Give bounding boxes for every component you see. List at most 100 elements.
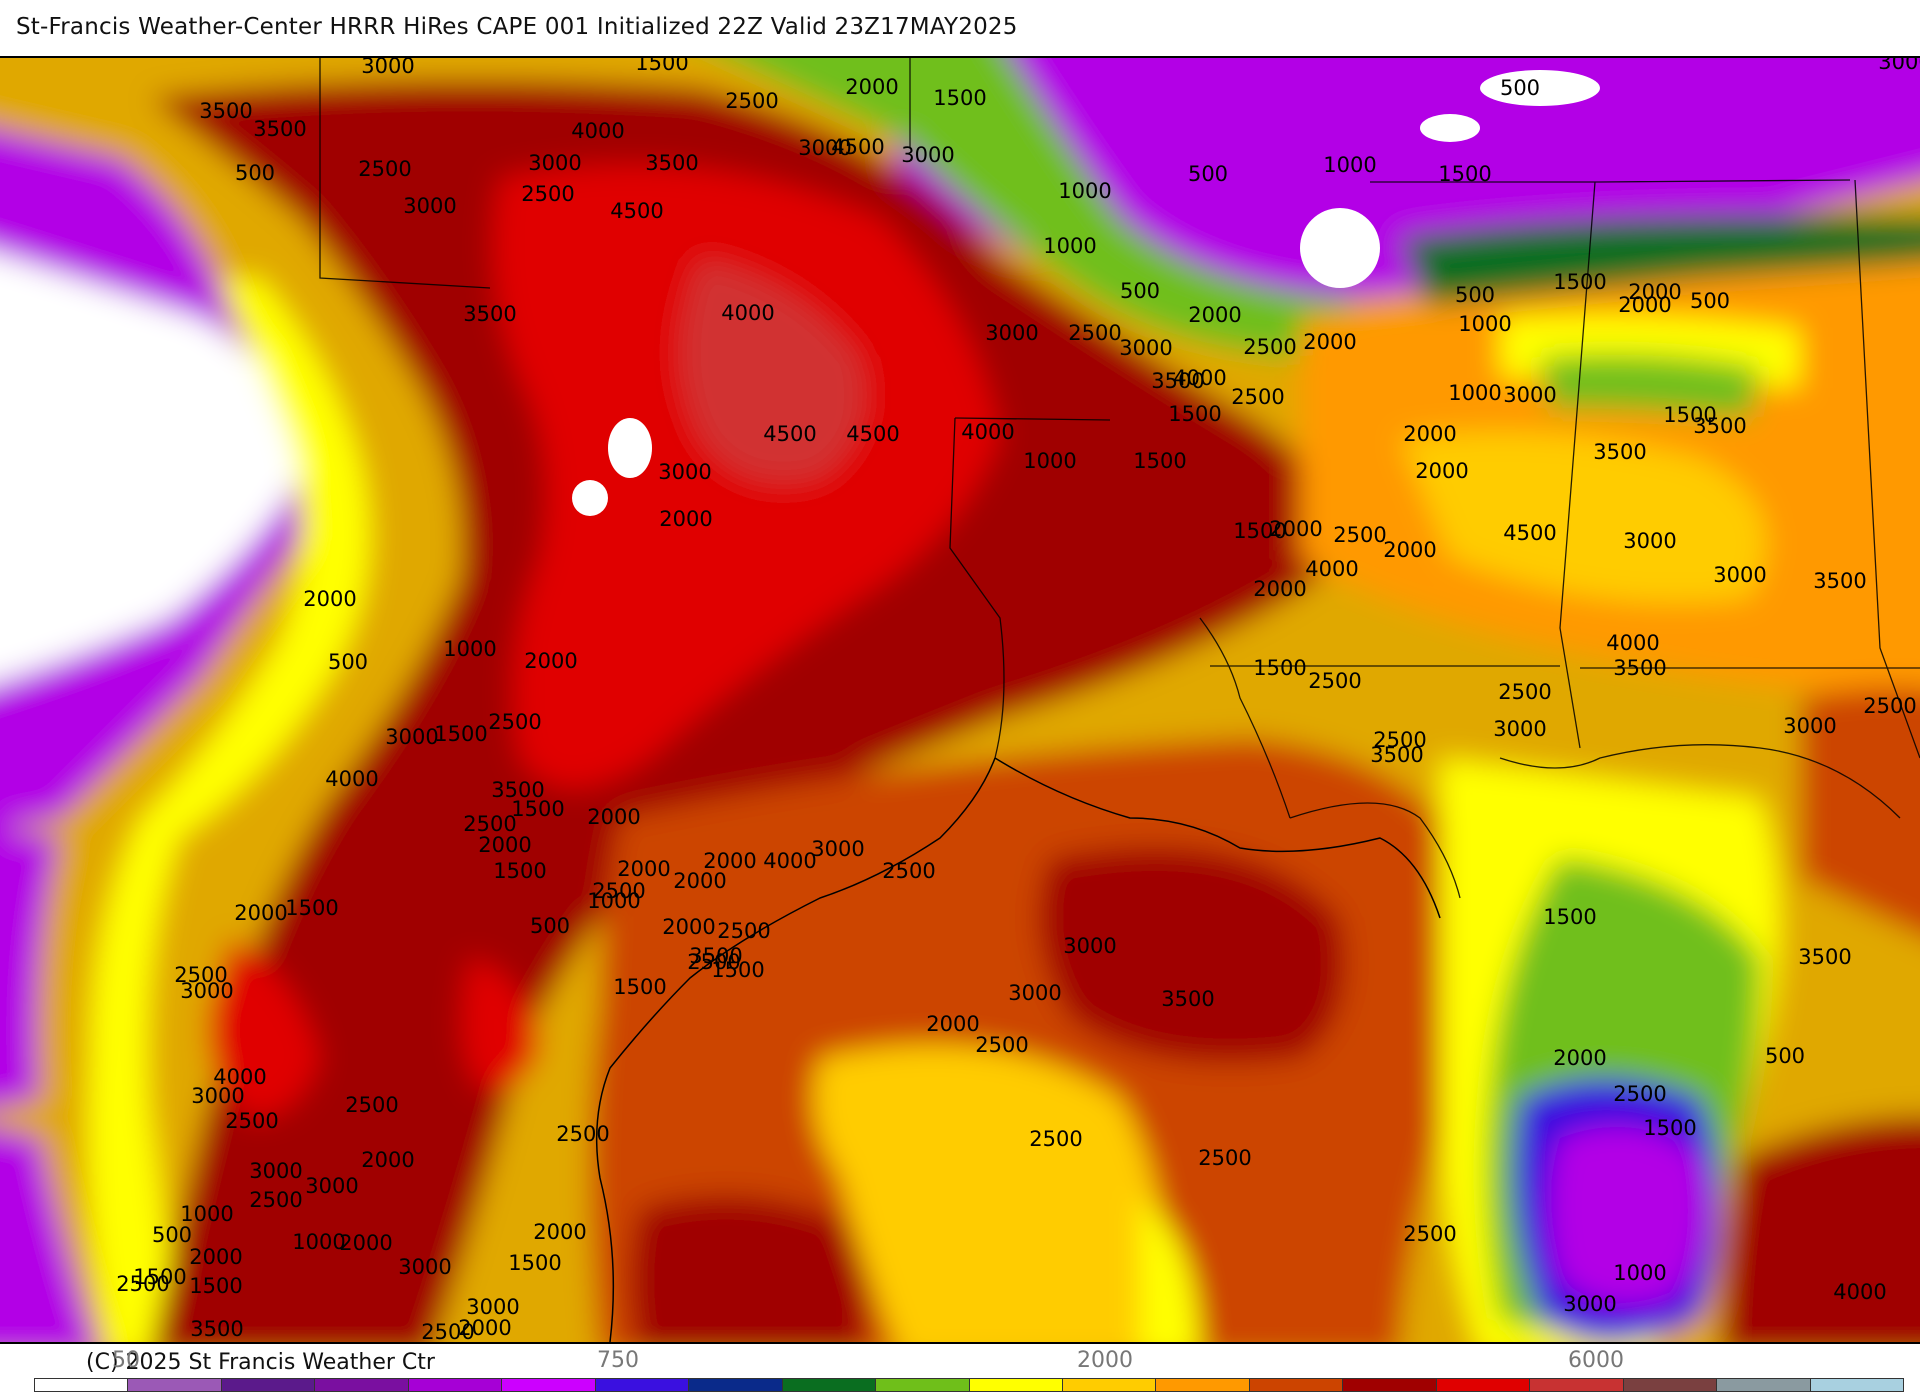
contour-label: 1500 [933, 86, 986, 110]
contour-label: 2500 [1498, 680, 1551, 704]
contour-label: 2000 [662, 915, 715, 939]
contour-label: 4000 [763, 849, 816, 873]
contour-label: 2000 [926, 1012, 979, 1036]
contour-label: 2500 [1198, 1146, 1251, 1170]
contour-label: 3000 [798, 136, 851, 160]
contour-label: 2000 [1628, 280, 1681, 304]
contour-label: 4000 [325, 767, 378, 791]
contour-label: 4000 [961, 420, 1014, 444]
contour-label: 3500 [1613, 656, 1666, 680]
contour-label: 1000 [1023, 449, 1076, 473]
contour-label: 1500 [1643, 1116, 1696, 1140]
contour-label: 4500 [610, 199, 663, 223]
contour-label: 2000 [339, 1231, 392, 1255]
contour-label: 1500 [1543, 905, 1596, 929]
colorbar-swatch [876, 1379, 970, 1391]
contour-label: 3500 [1151, 369, 1204, 393]
contour-label: 3000 [1563, 1292, 1616, 1316]
contour-label: 3000 [305, 1174, 358, 1198]
contour-label: 4500 [1503, 521, 1556, 545]
contour-label: 1500 [711, 958, 764, 982]
contour-label: 3000 [1063, 934, 1116, 958]
contour-labels: 3000150050035002500200015005003000350040… [116, 58, 1920, 1342]
colorbar-swatch [35, 1379, 129, 1391]
contour-label: 4000 [721, 301, 774, 325]
contour-label: 500 [152, 1223, 192, 1247]
contour-label: 1500 [285, 896, 338, 920]
contour-label: 1500 [133, 1265, 186, 1289]
contour-label: 2000 [1269, 517, 1322, 541]
contour-label: 2500 [592, 879, 645, 903]
contour-label: 3500 [1813, 569, 1866, 593]
contour-label: 500 [235, 161, 275, 185]
colorbar-swatch [1810, 1379, 1904, 1391]
contour-label: 2000 [1415, 459, 1468, 483]
contour-label: 2000 [478, 833, 531, 857]
contour-label: 2500 [225, 1109, 278, 1133]
contour-label: 2500 [463, 812, 516, 836]
contour-label: 3000 [985, 321, 1038, 345]
colorbar-swatch [315, 1379, 409, 1391]
contour-label: 3000 [1878, 58, 1920, 74]
contour-label: 2500 [1403, 1222, 1456, 1246]
colorbar-swatch [1062, 1379, 1157, 1391]
contour-label: 2500 [488, 710, 541, 734]
contour-label: 3000 [1623, 529, 1676, 553]
contour-label: 3000 [403, 194, 456, 218]
contour-label: 1500 [1663, 403, 1716, 427]
contour-label: 3000 [1783, 714, 1836, 738]
contour-label: 1500 [1133, 449, 1186, 473]
contour-label: 3500 [491, 778, 544, 802]
contour-label: 4000 [213, 1065, 266, 1089]
contour-label: 1000 [1058, 179, 1111, 203]
contour-label: 2500 [687, 950, 740, 974]
contour-label: 1500 [635, 58, 688, 75]
contour-label: 1000 [587, 889, 640, 913]
contour-label: 2500 [1231, 385, 1284, 409]
contour-label: 4000 [1305, 557, 1358, 581]
contour-label: 1000 [1323, 153, 1376, 177]
contour-label: 2000 [524, 649, 577, 673]
contour-label: 500 [1188, 162, 1228, 186]
contour-label: 3500 [689, 944, 742, 968]
contour-label: 3000 [385, 725, 438, 749]
contour-label: 1500 [493, 859, 546, 883]
footer: (C) 2025 St Francis Weather Ctr 50 750 2… [0, 1344, 1920, 1400]
cape-map-svg: 3000150050035002500200015005003000350040… [0, 58, 1920, 1342]
colorbar-tick-2000: 2000 [1077, 1348, 1133, 1373]
colorbar-swatch [128, 1379, 222, 1391]
contour-label: 2000 [303, 587, 356, 611]
colorbar-swatch [595, 1379, 690, 1391]
contour-label: 3000 [398, 1255, 451, 1279]
contour-label: 2500 [1333, 523, 1386, 547]
contour-label: 2500 [1373, 728, 1426, 752]
contour-label: 3000 [1493, 717, 1546, 741]
contour-label: 2000 [1303, 330, 1356, 354]
contour-label: 2500 [174, 963, 227, 987]
contour-label: 1000 [292, 1230, 345, 1254]
contour-label: 3000 [191, 1084, 244, 1108]
contour-label: 500 [1500, 76, 1540, 100]
contour-label: 2000 [361, 1148, 414, 1172]
contour-label: 3500 [1593, 440, 1646, 464]
contour-label: 2000 [533, 1220, 586, 1244]
colorbar-swatch [221, 1379, 316, 1391]
contour-label: 2000 [659, 507, 712, 531]
contour-label: 2500 [1068, 321, 1121, 345]
colorbar-swatch [1623, 1379, 1718, 1391]
contour-label: 4000 [571, 119, 624, 143]
colorbar-swatch [1249, 1379, 1344, 1391]
contour-label: 2500 [421, 1320, 474, 1342]
contour-label: 3500 [199, 99, 252, 123]
map-title: St-Francis Weather-Center HRRR HiRes CAP… [16, 14, 1018, 40]
colorbar-swatch [689, 1379, 783, 1391]
contour-label: 2000 [617, 857, 670, 881]
contour-label: 1000 [1458, 312, 1511, 336]
colorbar-swatch [782, 1379, 877, 1391]
contour-label: 1500 [1168, 402, 1221, 426]
cape-map: 3000150050035002500200015005003000350040… [0, 56, 1920, 1344]
contour-label: 1500 [434, 722, 487, 746]
contour-label: 2500 [1863, 694, 1916, 718]
contour-label: 4000 [1833, 1280, 1886, 1304]
contour-label: 500 [1455, 283, 1495, 307]
